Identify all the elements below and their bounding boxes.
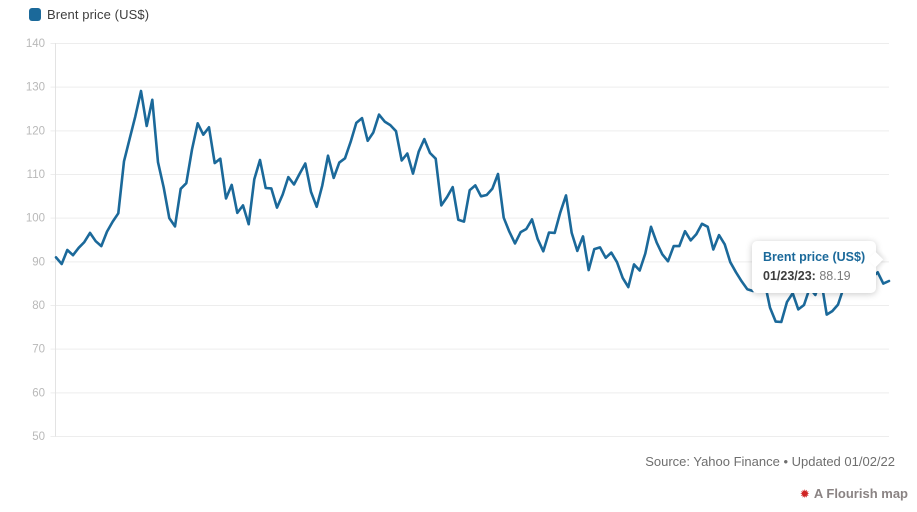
y-axis-tick-label: 70 (32, 344, 45, 356)
tooltip-date: 01/23/23: (763, 268, 816, 283)
tooltip-value: 88.19 (819, 268, 851, 283)
tooltip: Brent price (US$) 01/23/23: 88.19 (752, 241, 884, 293)
legend-item-brent[interactable]: Brent price (US$) (29, 7, 149, 22)
legend-swatch-icon (29, 8, 41, 21)
y-axis-tick-label: 110 (27, 169, 45, 181)
y-axis-tick-label: 60 (32, 387, 45, 399)
y-axis-tick-label: 90 (32, 256, 45, 268)
y-axis-tick-label: 80 (32, 300, 45, 312)
y-axis-tick-label: 100 (26, 213, 45, 225)
flourish-credit-label: A Flourish map (813, 486, 908, 501)
y-axis-tick-label: 140 (26, 38, 45, 50)
series-line-brent[interactable] (54, 89, 891, 324)
tooltip-series-title: Brent price (US$) (763, 250, 866, 264)
y-axis-tick-label: 130 (26, 82, 45, 94)
tooltip-value-row: 01/23/23: 88.19 (763, 267, 865, 285)
y-axis-tick-label: 120 (26, 125, 45, 137)
legend-label: Brent price (US$) (47, 7, 150, 22)
flourish-burst-icon: ✹ (799, 486, 810, 501)
source-attribution: Source: Yahoo Finance • Updated 01/02/22 (645, 454, 895, 469)
y-axis-tick-label: 50 (32, 431, 45, 443)
flourish-credit-link[interactable]: ✹ A Flourish map (800, 486, 908, 501)
